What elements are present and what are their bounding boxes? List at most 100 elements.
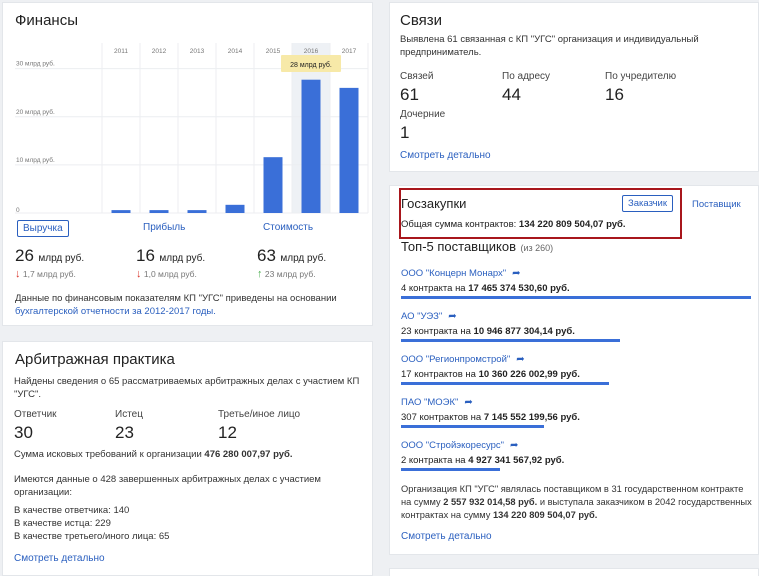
- x-tick-label: 2014: [228, 48, 243, 55]
- supplier-count: 17 контрактов на: [401, 369, 476, 380]
- connections-title: Связи: [400, 12, 443, 29]
- share-icon[interactable]: ➦: [516, 354, 525, 365]
- metric-delta: 23 млрд руб.: [264, 269, 316, 279]
- supplier-name: ПАО "МОЭК": [401, 397, 459, 408]
- top-suppliers-title: Топ-5 поставщиков: [401, 239, 517, 254]
- share-icon[interactable]: ➦: [510, 440, 519, 451]
- summary-text: и выступала заказчиком в 2042 государств…: [401, 497, 752, 520]
- completed-cases: Имеются данные о 428 завершенных арбитра…: [14, 474, 321, 498]
- goszakupki-more-link[interactable]: Смотреть детально: [401, 531, 492, 542]
- stat-value: 1: [400, 123, 410, 142]
- x-tick-label: 2017: [342, 48, 357, 55]
- claims-sum: Сумма исковых требований к организации 4…: [14, 448, 364, 461]
- tab-value[interactable]: Стоимость: [263, 222, 314, 233]
- stat-label: Третье/иное лицо: [218, 409, 301, 420]
- chart-tooltip-text: 28 млрд руб.: [290, 61, 332, 69]
- supplier-count: 23 контракта на: [401, 326, 471, 337]
- claims-sum-label: Сумма исковых требований к организации: [14, 449, 202, 460]
- stat-third-party: Третье/иное лицо 12: [218, 409, 300, 443]
- top-suppliers-count: (из 260): [520, 243, 554, 253]
- share-icon[interactable]: ➦: [512, 268, 521, 279]
- finance-tabs: Выручка Прибыль Стоимость: [15, 220, 365, 240]
- x-tick-label: 2016: [304, 48, 319, 55]
- supplier-share-bar: [401, 425, 544, 428]
- connections-more-link[interactable]: Смотреть детально: [400, 150, 491, 161]
- supplier-share-bar: [401, 468, 500, 471]
- stat-links: Связей 61: [400, 71, 433, 105]
- metric-value: 16: [136, 246, 155, 265]
- supplier-name-link[interactable]: ООО "Регионпромстрой" ➦: [401, 354, 525, 365]
- connections-card: Связи Выявлена 61 связанная с КП "УГС" о…: [389, 2, 759, 172]
- chart-bar: [187, 210, 207, 213]
- metric-unit: млрд руб.: [280, 253, 327, 264]
- stat-label: Связей: [400, 71, 434, 82]
- summary-text: Организация КП "УГС" являлась поставщико…: [401, 484, 744, 507]
- finances-title: Финансы: [15, 12, 78, 29]
- supplier-name-link[interactable]: АО "УЭЗ" ➦: [401, 311, 457, 322]
- finance-report-link[interactable]: бухгалтерской отчетности за 2012-2017 го…: [15, 306, 216, 317]
- chart-bar: [301, 79, 321, 213]
- next-card: [389, 568, 759, 576]
- goszakupki-title: Госзакупки: [401, 196, 467, 211]
- stat-label: По учредителю: [605, 71, 677, 82]
- supplier-button[interactable]: Поставщик: [692, 199, 741, 210]
- supplier-name-link[interactable]: ООО "Стройэкоресурс" ➦: [401, 440, 518, 451]
- contracts-total-label: Общая сумма контрактов:: [401, 219, 517, 230]
- stat-label: Истец: [115, 409, 143, 420]
- metric-delta: 1,0 млрд руб.: [143, 269, 197, 279]
- supplier-count: 2 контракта на: [401, 455, 466, 466]
- chart-bar: [263, 157, 283, 213]
- revenue-chart: 0 10 млрд руб. 20 млрд руб. 30 млрд руб. 201…: [15, 43, 369, 214]
- finance-note-text: Данные по финансовым показателям КП "УГС…: [15, 293, 337, 304]
- role-list: В качестве ответчика: 140 В качестве ист…: [14, 504, 169, 543]
- supplier-contracts: 2 контракта на 4 927 341 567,92 руб.: [401, 455, 564, 466]
- share-icon[interactable]: ➦: [464, 397, 473, 408]
- contracts-total-value: 134 220 809 504,07 руб.: [518, 219, 626, 230]
- tab-revenue[interactable]: Выручка: [17, 220, 69, 237]
- x-tick-label: 2013: [190, 48, 205, 55]
- stat-by-founder: По учредителю 16: [605, 71, 676, 105]
- supplier-name: ООО "Концерн Монарх": [401, 268, 507, 279]
- contracts-total: Общая сумма контрактов: 134 220 809 504,…: [401, 219, 626, 230]
- supplier-contracts: 307 контрактов на 7 145 552 199,56 руб.: [401, 412, 580, 423]
- stat-label: Дочерние: [400, 109, 446, 120]
- stat-value: 30: [14, 423, 33, 442]
- arbitration-more-link[interactable]: Смотреть детально: [14, 553, 105, 564]
- stat-value: 23: [115, 423, 134, 442]
- x-tick-label: 2012: [152, 48, 167, 55]
- stat-label: Ответчик: [14, 409, 57, 420]
- supplier-name-link[interactable]: ПАО "МОЭК" ➦: [401, 397, 473, 408]
- metric-value: 26: [15, 246, 34, 265]
- role-item: В качестве истца: 229: [14, 518, 111, 529]
- supplier-amount: 7 145 552 199,56 руб.: [483, 412, 580, 423]
- supplier-name: АО "УЭЗ": [401, 311, 443, 322]
- supplier-contracts: 4 контракта на 17 465 374 530,60 руб.: [401, 283, 570, 294]
- share-icon[interactable]: ➦: [448, 311, 457, 322]
- summary-supplier-sum: 2 557 932 014,58 руб.: [443, 497, 538, 507]
- y-tick-label: 30 млрд руб.: [16, 60, 55, 68]
- stat-value: 16: [605, 85, 624, 104]
- arbitration-intro: Найдены сведения о 65 рассматриваемых ар…: [14, 376, 360, 400]
- supplier-name-link[interactable]: ООО "Концерн Монарх" ➦: [401, 268, 521, 279]
- supplier-share-bar: [401, 382, 609, 385]
- supplier-name: ООО "Регионпромстрой": [401, 354, 511, 365]
- finances-card: 0 10 млрд руб. 20 млрд руб. 30 млрд руб. 201…: [2, 2, 373, 326]
- chart-bar: [225, 204, 245, 213]
- supplier-amount: 10 946 877 304,14 руб.: [473, 326, 575, 337]
- customer-button[interactable]: Заказчик: [622, 195, 674, 212]
- chart-bar: [111, 210, 131, 213]
- y-tick-label: 0: [16, 207, 20, 214]
- chart-bar: [149, 210, 169, 213]
- stat-defendant: Ответчик 30: [14, 409, 57, 443]
- supplier-count: 4 контракта на: [401, 283, 466, 294]
- tab-profit[interactable]: Прибыль: [143, 222, 186, 233]
- chart-tooltip-bg: [281, 55, 341, 72]
- summary-customer-sum: 134 220 809 504,07 руб.: [493, 510, 598, 520]
- y-tick-label: 10 млрд руб.: [16, 156, 55, 164]
- chart-bar: [339, 87, 359, 213]
- stat-subsidiaries: Дочерние 1: [400, 109, 445, 143]
- stat-value: 61: [400, 85, 419, 104]
- connections-intro: Выявлена 61 связанная с КП "УГС" организ…: [400, 34, 699, 58]
- metric-unit: млрд руб.: [159, 253, 206, 264]
- stat-label: По адресу: [502, 71, 551, 82]
